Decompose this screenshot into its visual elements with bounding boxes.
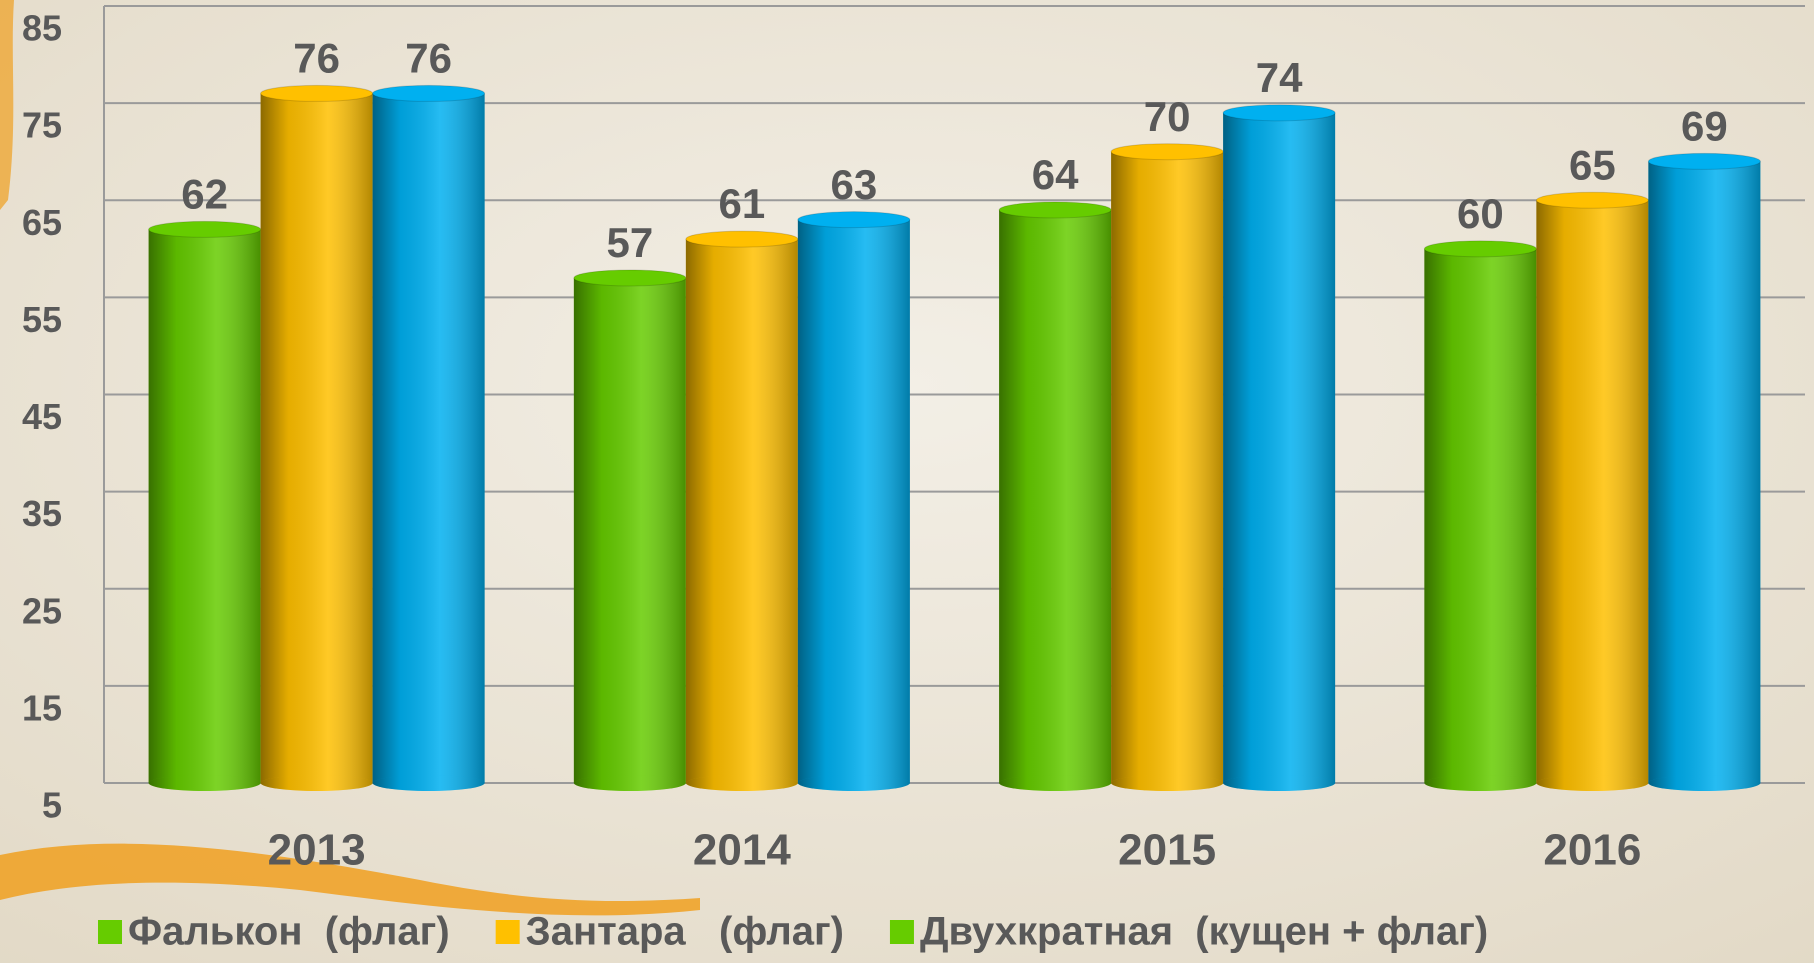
- bar-base-shade: [1223, 775, 1335, 791]
- bar-cap: [1223, 105, 1335, 121]
- y-tick-label: 75: [22, 105, 62, 146]
- value-label: 60: [1457, 190, 1504, 237]
- bar-shade: [1424, 249, 1536, 783]
- y-tick-label: 65: [22, 202, 62, 243]
- value-label: 61: [719, 180, 766, 227]
- bar-cap: [798, 212, 910, 228]
- bar-base-shade: [574, 775, 686, 791]
- value-label: 70: [1144, 93, 1191, 140]
- value-label: 63: [831, 161, 878, 208]
- bar-base-shade: [686, 775, 798, 791]
- value-label: 64: [1032, 151, 1079, 198]
- value-label: 69: [1681, 102, 1728, 149]
- value-label: 76: [405, 35, 452, 82]
- bar-shade: [798, 220, 910, 783]
- chart: 5 15 25 35 45 55 65 75 85 2013 62 76 76 2014 57 61 63 201…: [0, 0, 1814, 963]
- x-tick-label: 2016: [1543, 826, 1641, 875]
- value-label: 57: [607, 219, 654, 266]
- bar-cap: [1648, 153, 1760, 169]
- y-tick-label: 15: [22, 687, 62, 728]
- legend-label: Зантара (флаг): [526, 910, 844, 954]
- y-tick-label: 25: [22, 590, 62, 631]
- bar-base-shade: [261, 775, 373, 791]
- bar-shade: [373, 93, 485, 783]
- legend-label: Фалькон (флаг): [128, 910, 450, 954]
- bar-shade: [149, 229, 261, 783]
- value-label: 74: [1256, 54, 1303, 101]
- value-label: 65: [1569, 141, 1616, 188]
- bar-base-shade: [373, 775, 485, 791]
- bar-cap: [149, 221, 261, 237]
- bar-base-shade: [1111, 775, 1223, 791]
- bar-cap: [999, 202, 1111, 218]
- bar-cap: [1111, 144, 1223, 160]
- value-label: 62: [181, 170, 228, 217]
- value-label: 76: [293, 35, 340, 82]
- bar-shade: [686, 239, 798, 783]
- bar-base-shade: [1648, 775, 1760, 791]
- y-tick-label: 85: [22, 8, 62, 49]
- bar-shade: [1648, 161, 1760, 783]
- legend-swatch: [890, 920, 914, 944]
- bar-shade: [574, 278, 686, 783]
- bar-shade: [261, 93, 373, 783]
- bar-base-shade: [149, 775, 261, 791]
- y-tick-label: 45: [22, 396, 62, 437]
- x-tick-label: 2013: [268, 826, 366, 875]
- y-tick-label: 5: [42, 785, 62, 826]
- bar-cap: [574, 270, 686, 286]
- legend-swatch: [98, 920, 122, 944]
- bar-cap: [1424, 241, 1536, 257]
- y-tick-label: 55: [22, 299, 62, 340]
- bar-cap: [1536, 192, 1648, 208]
- x-tick-label: 2014: [693, 826, 791, 875]
- bar-cap: [373, 85, 485, 101]
- y-tick-label: 35: [22, 493, 62, 534]
- bar-base-shade: [1424, 775, 1536, 791]
- bar-shade: [1111, 152, 1223, 783]
- legend-swatch: [496, 920, 520, 944]
- bar-cap: [686, 231, 798, 247]
- x-tick-label: 2015: [1118, 826, 1216, 875]
- bar-shade: [1223, 113, 1335, 783]
- bar-cap: [261, 85, 373, 101]
- bar-base-shade: [1536, 775, 1648, 791]
- bar-shade: [1536, 200, 1648, 783]
- bar-shade: [999, 210, 1111, 783]
- bar-base-shade: [798, 775, 910, 791]
- legend-label: Двухкратная (кущен + флаг): [920, 910, 1488, 954]
- bar-base-shade: [999, 775, 1111, 791]
